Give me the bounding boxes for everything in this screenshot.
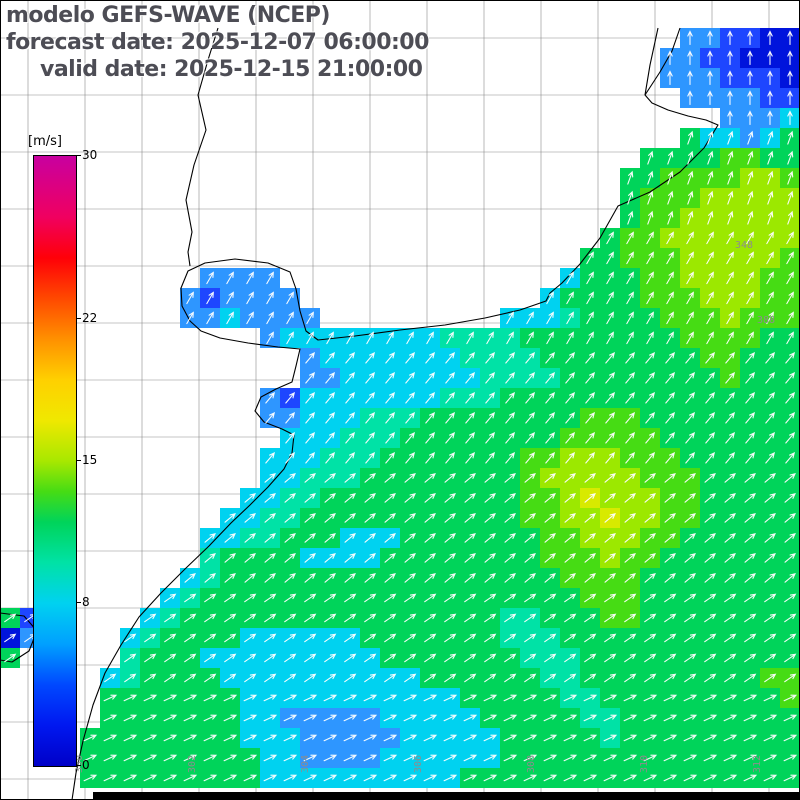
graticule-label-bottom: 312 [752, 754, 763, 773]
direction-arrows [4, 30, 798, 782]
graticule-label-bottom: 302 [187, 754, 198, 773]
inland-border-line [185, 27, 219, 267]
colorbar-gradient [33, 155, 77, 767]
colorbar-tick [76, 765, 81, 766]
graticule-label-bottom: 308 [526, 754, 537, 773]
bottom-axis-bar [93, 792, 800, 800]
colorbar-tick-label: 15 [82, 453, 98, 467]
model-title: modelo GEFS-WAVE (NCEP) [6, 3, 330, 28]
valid-date: valid date: 2025-12-15 21:00:00 [40, 57, 423, 82]
graticule-label-right: 388 [757, 315, 776, 326]
colorbar-tick [76, 602, 81, 604]
coastline [71, 27, 719, 800]
colorbar-tick [76, 155, 81, 156]
colorbar-tick-label: 22 [82, 310, 98, 325]
heatmap-cells [0, 28, 800, 788]
estuary-north-shore [644, 27, 681, 96]
colorbar-tick-label: 0 [82, 758, 90, 772]
colorbar-tick [76, 317, 81, 319]
title-block: modelo GEFS-WAVE (NCEP) forecast date: 2… [6, 2, 429, 83]
graticule-label-bottom: 310 [639, 754, 650, 773]
colorbar-tick [76, 460, 81, 461]
colorbar-unit-label: [m/s] [28, 134, 62, 149]
colorbar-tick-label: 8 [82, 595, 90, 610]
graticule-label-bottom: 306 [413, 754, 424, 773]
colorbar-tick-label: 30 [82, 148, 98, 162]
graticule-label-right: 348 [735, 240, 754, 251]
forecast-date: forecast date: 2025-12-07 06:00:00 [6, 30, 429, 55]
graticule-label-bottom: 304 [300, 754, 311, 773]
